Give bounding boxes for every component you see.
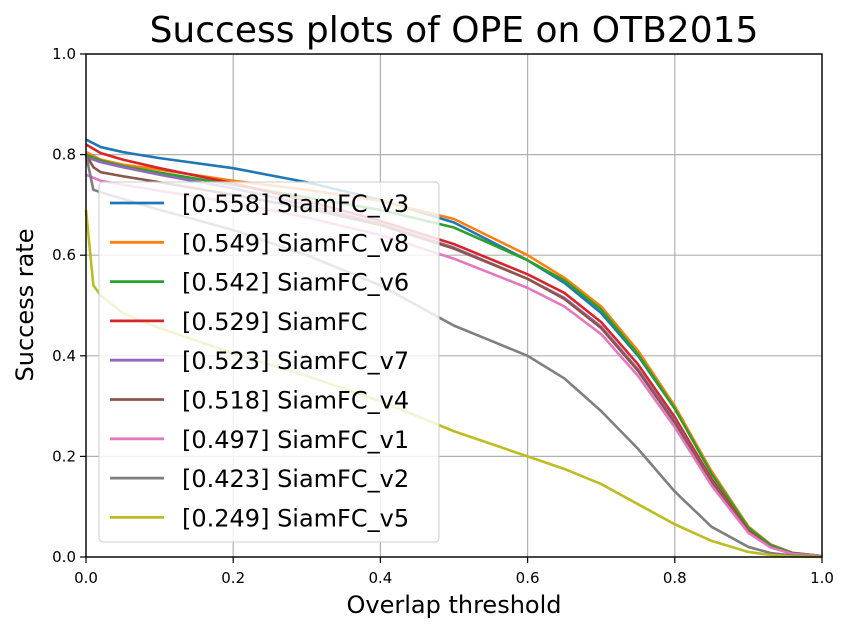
y-tick-label: 0.4: [52, 347, 76, 365]
legend-label: [0.529] SiamFC: [182, 308, 368, 336]
y-tick-label: 0.0: [52, 548, 76, 566]
legend-entry: [0.523] SiamFC_v7: [110, 347, 409, 375]
x-tick-label: 0.8: [663, 569, 687, 587]
y-axis-label: Success rate: [11, 229, 39, 382]
legend-label: [0.558] SiamFC_v3: [182, 190, 409, 218]
legend-box: [98, 181, 440, 543]
legend-entry: [0.542] SiamFC_v6: [110, 269, 409, 297]
legend-entry: [0.549] SiamFC_v8: [110, 229, 409, 257]
y-tick-label: 1.0: [52, 45, 76, 63]
x-tick-label: 0.0: [74, 569, 98, 587]
x-tick-label: 0.4: [368, 569, 392, 587]
axis-ticks: 0.0 0.2 0.4 0.6 0.8 1.0 0.0 0.2 0.4 0.6 0.8 1.0: [52, 45, 834, 587]
chart-title: Success plots of OPE on OTB2015: [150, 10, 759, 51]
y-tick-label: 0.2: [52, 447, 76, 465]
legend-label: [0.523] SiamFC_v7: [182, 347, 409, 375]
legend-label: [0.423] SiamFC_v2: [182, 465, 409, 493]
y-tick-label: 0.8: [52, 146, 76, 164]
legend-entry: [0.558] SiamFC_v3: [110, 190, 409, 218]
legend-label: [0.518] SiamFC_v4: [182, 387, 409, 415]
plot-frame: [85, 53, 823, 558]
legend-entry: [0.497] SiamFC_v1: [110, 426, 409, 454]
x-tick-label: 0.6: [516, 569, 540, 587]
legend-label: [0.549] SiamFC_v8: [182, 229, 409, 257]
legend-entry: [0.249] SiamFC_v5: [110, 504, 409, 532]
legend-label: [0.249] SiamFC_v5: [182, 504, 409, 532]
x-tick-label: 0.2: [221, 569, 245, 587]
series-line-2: [85, 153, 823, 558]
y-tick-label: 0.6: [52, 246, 76, 264]
legend-label: [0.497] SiamFC_v1: [182, 426, 409, 454]
legend: [0.558] SiamFC_v3 [0.549] SiamFC_v8 [0.542…: [98, 181, 440, 543]
legend-entry: [0.423] SiamFC_v2: [110, 465, 409, 493]
x-tick-label: 1.0: [810, 569, 834, 587]
x-axis-label: Overlap threshold: [347, 591, 562, 619]
legend-label: [0.542] SiamFC_v6: [182, 269, 409, 297]
legend-entry: [0.529] SiamFC: [110, 308, 368, 336]
legend-entry: [0.518] SiamFC_v4: [110, 387, 409, 415]
